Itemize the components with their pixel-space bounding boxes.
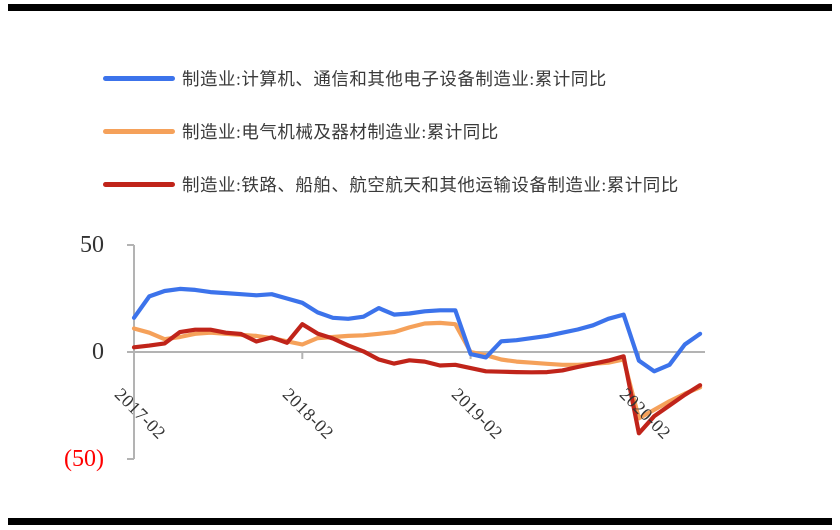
legend-label: 制造业:计算机、通信和其他电子设备制造业:累计同比 <box>182 69 607 89</box>
y-axis-tick-label-50: 50 <box>80 232 104 258</box>
legend-item-electrical-machinery: 制造业:电气机械及器材制造业:累计同比 <box>103 116 679 147</box>
legend-label: 制造业:铁路、船舶、航空航天和其他运输设备制造业:累计同比 <box>182 175 679 195</box>
top-rule <box>8 4 832 11</box>
y-axis-tick-label-0: 0 <box>92 339 104 365</box>
legend-line-swatch-blue <box>103 76 175 81</box>
y-axis-tick-label-neg50: (50) <box>64 446 104 472</box>
bottom-rule <box>8 518 832 525</box>
legend-item-transport-equipment: 制造业:铁路、船舶、航空航天和其他运输设备制造业:累计同比 <box>103 169 679 200</box>
legend-label: 制造业:电气机械及器材制造业:累计同比 <box>182 122 499 142</box>
legend-line-swatch-orange <box>103 129 175 134</box>
chart-legend: 制造业:计算机、通信和其他电子设备制造业:累计同比 制造业:电气机械及器材制造业… <box>103 63 679 222</box>
legend-line-swatch-red <box>103 182 175 187</box>
legend-item-computer-electronics: 制造业:计算机、通信和其他电子设备制造业:累计同比 <box>103 63 679 94</box>
